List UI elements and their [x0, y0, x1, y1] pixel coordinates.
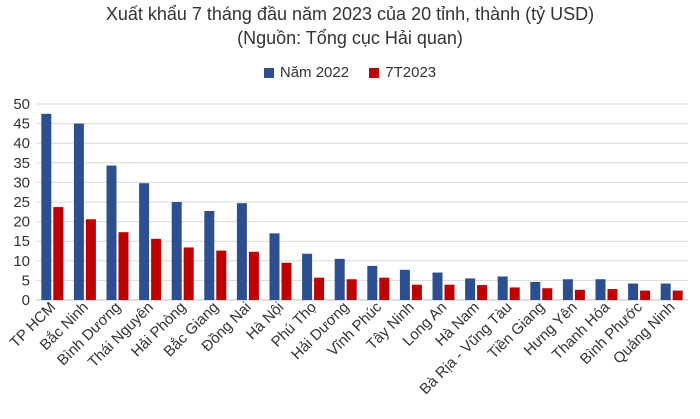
bar-2022 — [399, 269, 410, 300]
y-tick-label: 35 — [13, 155, 30, 172]
bar-2022 — [41, 113, 52, 300]
legend: Năm 2022 7T2023 — [0, 64, 700, 82]
bar-2022 — [73, 123, 84, 300]
bar-2022 — [432, 272, 443, 300]
y-tick-label: 10 — [13, 253, 30, 270]
chart-title: Xuất khẩu 7 tháng đầu năm 2023 của 20 tỉ… — [105, 4, 595, 24]
bar-2023 — [216, 250, 227, 300]
legend-label-2022: Năm 2022 — [279, 64, 350, 81]
bar-2022 — [497, 276, 508, 300]
legend-item-2022: Năm 2022 — [263, 64, 350, 81]
bar-2022 — [269, 233, 280, 300]
y-tick-label: 45 — [13, 116, 30, 133]
y-tick-label: 5 — [22, 272, 30, 289]
bar-2023 — [53, 207, 64, 300]
bar-2022 — [562, 279, 573, 300]
bar-2022 — [171, 202, 182, 300]
bar-2022 — [139, 183, 150, 300]
bar-2023 — [151, 238, 162, 300]
bar-2023 — [509, 287, 520, 300]
bar-2022 — [628, 283, 639, 300]
bar-2023 — [248, 251, 259, 300]
y-tick-label: 25 — [13, 194, 30, 211]
bar-2023 — [607, 289, 618, 300]
y-tick-label: 40 — [13, 135, 30, 152]
y-tick-label: 15 — [13, 233, 30, 250]
y-tick-label: 0 — [22, 292, 30, 309]
legend-label-2023: 7T2023 — [385, 64, 437, 81]
legend-item-2023: 7T2023 — [369, 64, 436, 81]
bar-2023 — [444, 284, 455, 300]
bar-2022 — [106, 165, 117, 300]
bar-2022 — [530, 281, 541, 300]
y-tick-label: 20 — [13, 214, 30, 231]
bar-2022 — [334, 258, 345, 300]
bar-2023 — [314, 277, 325, 300]
bar-2023 — [477, 285, 488, 300]
bar-2023 — [411, 284, 422, 300]
chart-subtitle: (Nguồn: Tổng cục Hải quan) — [237, 28, 463, 48]
bar-2022 — [465, 278, 476, 300]
bar-2023 — [542, 288, 553, 300]
bar-2023 — [640, 290, 651, 300]
bar-2022 — [204, 211, 215, 300]
bar-2023 — [672, 290, 683, 300]
bar-2023 — [346, 279, 357, 300]
bar-2022 — [660, 283, 671, 300]
bar-2023 — [118, 232, 129, 300]
bar-2023 — [281, 262, 292, 300]
bar-2023 — [85, 219, 96, 300]
bar-2023 — [574, 289, 585, 300]
bar-2023 — [379, 277, 390, 300]
bar-2022 — [302, 253, 313, 300]
legend-swatch-2022 — [263, 67, 274, 78]
bar-2022 — [595, 279, 606, 300]
bar-2023 — [183, 247, 194, 300]
y-tick-label: 30 — [13, 174, 30, 191]
bar-2022 — [367, 265, 378, 300]
legend-swatch-2023 — [369, 67, 380, 78]
y-tick-label: 50 — [13, 96, 30, 113]
bar-2022 — [236, 203, 247, 300]
